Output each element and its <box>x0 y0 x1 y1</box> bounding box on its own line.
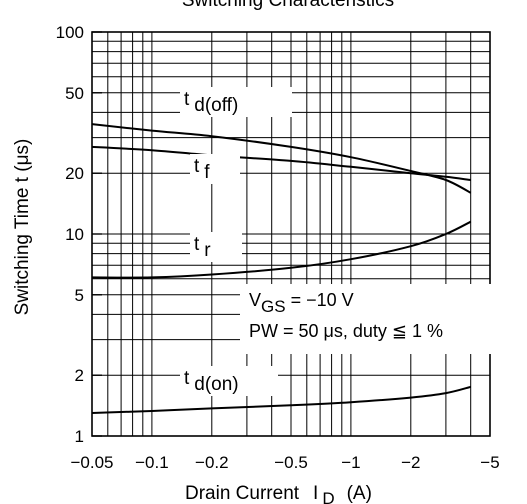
series-line-2 <box>91 220 472 279</box>
y-tick-label: 20 <box>65 164 84 183</box>
series-label-3: t d(on) <box>180 366 278 396</box>
x-axis-label-subscript: D <box>322 489 334 504</box>
conditions-line-2: PW = 50 μs, duty ≦ 1 % <box>249 321 443 341</box>
x-axis-label-symbol: I <box>313 483 318 504</box>
series-curves <box>91 123 472 414</box>
conditions-box-bg <box>240 284 506 354</box>
y-tick-label: 1 <box>75 427 84 446</box>
series-label-bg <box>190 232 242 262</box>
x-tick-label: −0.1 <box>135 453 169 472</box>
series-line-0 <box>91 123 472 194</box>
series-line-1 <box>91 145 471 181</box>
conditions-vgs-symbol: V <box>249 290 261 310</box>
conditions-vgs-subscript: GS <box>261 297 286 316</box>
axis-ticks <box>92 31 102 437</box>
y-tick-label: 100 <box>56 23 84 42</box>
x-tick-label: −0.05 <box>70 453 113 472</box>
conditions-vgs-value: = −10 V <box>286 290 354 310</box>
x-tick-label: −1 <box>341 453 360 472</box>
series-label-bg <box>180 87 292 117</box>
x-tick-label: −2 <box>401 453 420 472</box>
series-label-0: t d(off) <box>180 87 292 117</box>
x-tick-label: −0.5 <box>274 453 308 472</box>
series-label-text: t d(on) <box>184 368 239 395</box>
x-axis-label-text: Drain Current <box>185 483 300 504</box>
y-tick-label: 50 <box>65 84 84 103</box>
x-axis-label-unit: (A) <box>347 483 372 504</box>
series-line-3 <box>91 385 471 414</box>
conditions-line-1: VGS = −10 V <box>249 290 354 316</box>
y-axis-label: Switching Time t (μs) <box>12 139 33 316</box>
chart-title: Switching Characteristics <box>182 0 394 11</box>
y-tick-label: 5 <box>75 286 84 305</box>
x-axis-label: Drain Current I D (A) <box>185 483 372 504</box>
series-label-bg <box>190 154 240 184</box>
y-tick-label: 10 <box>65 225 84 244</box>
series-label-text: t d(off) <box>184 89 238 116</box>
x-tick-label: −5 <box>480 453 499 472</box>
y-tick-label: 2 <box>75 366 84 385</box>
y-tick-labels: 1 2 5 10 20 50 100 <box>56 23 84 446</box>
x-tick-label: −0.2 <box>195 453 229 472</box>
series-labels: t d(off) t f t r t d(on) <box>180 87 292 396</box>
x-tick-labels: −0.05 −0.1 −0.2 −0.5 −1 −2 −5 <box>70 453 499 472</box>
series-label-bg <box>180 366 278 396</box>
